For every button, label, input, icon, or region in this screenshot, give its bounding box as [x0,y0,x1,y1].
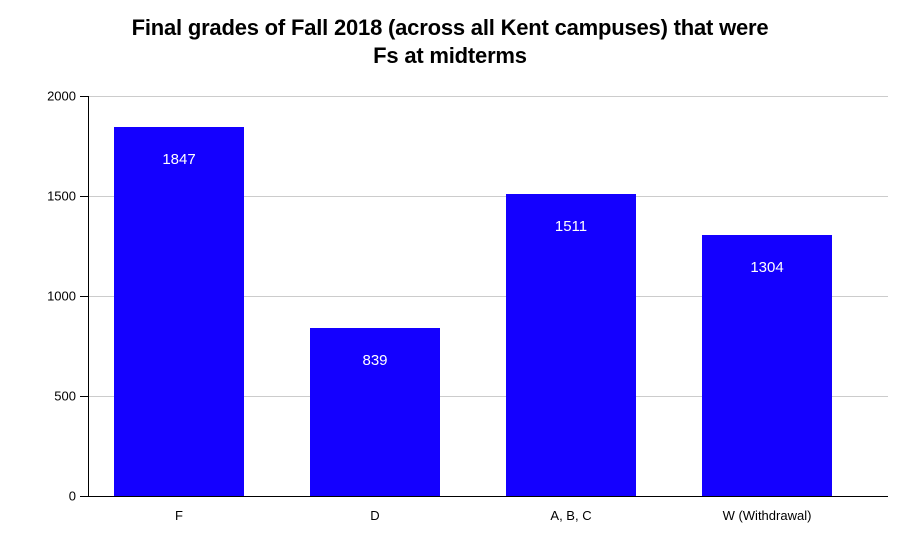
x-axis [88,496,888,497]
bar: 839 [310,328,440,496]
bar-value-label: 1304 [750,259,783,276]
y-tick [80,96,88,97]
y-tick [80,296,88,297]
chart-title-line2: Fs at midterms [0,42,900,70]
x-axis-label: F [175,508,183,523]
chart-title: Final grades of Fall 2018 (across all Ke… [0,14,900,69]
bar-value-label: 1847 [162,151,195,168]
bar-value-label: 839 [362,352,387,369]
y-axis-label: 1000 [47,289,76,304]
chart-title-line1: Final grades of Fall 2018 (across all Ke… [0,14,900,42]
bar-value-label: 1511 [555,218,587,235]
bar: 1511 [506,194,636,496]
chart-container: Final grades of Fall 2018 (across all Ke… [0,0,900,557]
bar: 1847 [114,127,244,496]
y-tick [80,196,88,197]
y-axis-label: 2000 [47,89,76,104]
y-axis-label: 500 [54,389,76,404]
y-tick [80,396,88,397]
gridline [88,96,888,97]
plot-area: 0500100015002000 184783915111304 FDA, B,… [88,96,888,496]
x-axis-label: W (Withdrawal) [723,508,812,523]
y-axis-label: 0 [69,489,76,504]
x-axis-label: A, B, C [550,508,591,523]
y-axis-label: 1500 [47,189,76,204]
y-axis [88,96,89,496]
y-tick [80,496,88,497]
bar: 1304 [702,235,832,496]
x-axis-label: D [370,508,379,523]
